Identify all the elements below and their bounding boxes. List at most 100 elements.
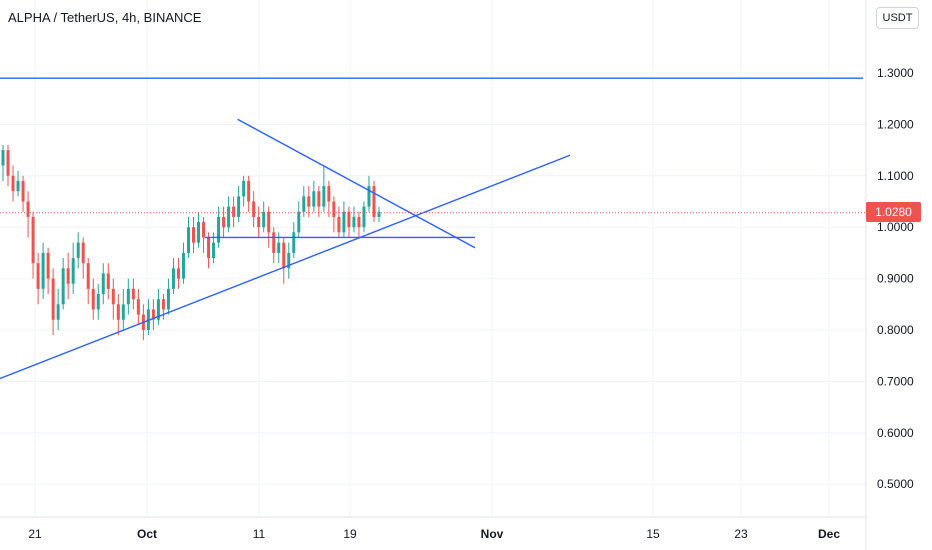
symbol-name: ALPHA / TetherUS [8, 10, 115, 25]
candle [262, 201, 266, 233]
symbol-title[interactable]: ALPHA / TetherUS, 4h, BINANCE [8, 10, 202, 25]
candle [287, 242, 291, 279]
candle-body [207, 237, 211, 259]
x-tick-label: Dec [818, 527, 840, 541]
candle-body [212, 242, 216, 259]
candle-body [342, 211, 346, 233]
candle-body [272, 232, 276, 253]
candle-body [267, 211, 271, 233]
candle [181, 242, 185, 284]
candle [86, 258, 90, 305]
candle-body [202, 222, 206, 238]
candle [71, 242, 75, 295]
candle-body [66, 268, 70, 284]
candle-body [347, 211, 351, 228]
interval: 4h [121, 10, 137, 25]
candle [151, 299, 155, 330]
candle [131, 278, 135, 310]
candle [31, 211, 35, 279]
candle [66, 252, 70, 300]
candle [237, 186, 241, 223]
candle [347, 206, 351, 238]
candle-body [307, 196, 311, 207]
candle-body [197, 222, 201, 243]
candle-body [327, 186, 331, 202]
candle [367, 175, 371, 212]
candle [297, 201, 301, 238]
candle-body [242, 180, 246, 197]
candle-body [192, 227, 196, 243]
candle-body [302, 196, 306, 212]
candle [307, 186, 311, 217]
candle [16, 170, 20, 197]
x-tick-label: 21 [28, 527, 42, 541]
candle-body [46, 252, 50, 279]
candle [51, 268, 55, 336]
candle-body [56, 304, 60, 320]
candle [302, 186, 306, 217]
y-tick-label: 1.2000 [877, 117, 914, 131]
candle [91, 278, 95, 320]
candle-body [156, 299, 160, 320]
candle [282, 237, 286, 284]
candle [247, 175, 251, 212]
candles-layer [1, 144, 381, 341]
candle [1, 144, 5, 181]
y-tick-label: 0.6000 [877, 426, 914, 440]
candle [136, 288, 140, 325]
x-tick-label: Oct [137, 527, 157, 541]
candle-body [21, 180, 25, 202]
candle [257, 206, 261, 238]
candle-body [176, 268, 180, 279]
x-tick-label: 19 [343, 527, 357, 541]
candle [166, 278, 170, 315]
lower-trendline[interactable] [0, 154, 571, 381]
candle [292, 222, 296, 259]
candle-body [322, 186, 326, 207]
candle [186, 216, 190, 259]
candle [312, 180, 316, 212]
candle-body [121, 304, 125, 320]
candle [81, 237, 85, 279]
last-price-tag: 1.0280 [866, 202, 921, 222]
candle-body [372, 186, 376, 217]
candle [342, 201, 346, 238]
candle-body [237, 196, 241, 217]
candle-body [86, 263, 90, 289]
candle [372, 180, 376, 223]
candle [202, 216, 206, 253]
candle-body [91, 288, 95, 310]
candle [116, 294, 120, 336]
candle-body [337, 216, 341, 233]
currency-button[interactable]: USDT [876, 7, 919, 29]
candle [317, 186, 321, 217]
candle [76, 232, 80, 269]
candle-body [367, 186, 371, 207]
candle [61, 258, 65, 310]
y-tick-label: 0.8000 [877, 323, 914, 337]
candle [377, 206, 381, 223]
candle [332, 196, 336, 233]
chart-axes [0, 0, 867, 550]
x-tick-label: 23 [734, 527, 748, 541]
candle [156, 288, 160, 325]
candle-body [31, 216, 35, 264]
candle [176, 258, 180, 289]
candle-body [317, 191, 321, 207]
candle-body [1, 150, 5, 166]
candle-body [312, 191, 316, 207]
upper-trendline[interactable] [237, 118, 476, 249]
y-tick-label: 0.7000 [877, 374, 914, 388]
candle [222, 206, 226, 238]
candle-body [106, 273, 110, 289]
candle-body [262, 211, 266, 228]
candle [362, 201, 366, 233]
drawings-layer[interactable] [0, 77, 863, 381]
candle-body [292, 232, 296, 253]
candle [322, 165, 326, 212]
exchange: BINANCE [143, 10, 202, 25]
candle-body [186, 227, 190, 253]
candle [36, 252, 40, 305]
candle-body [36, 263, 40, 289]
